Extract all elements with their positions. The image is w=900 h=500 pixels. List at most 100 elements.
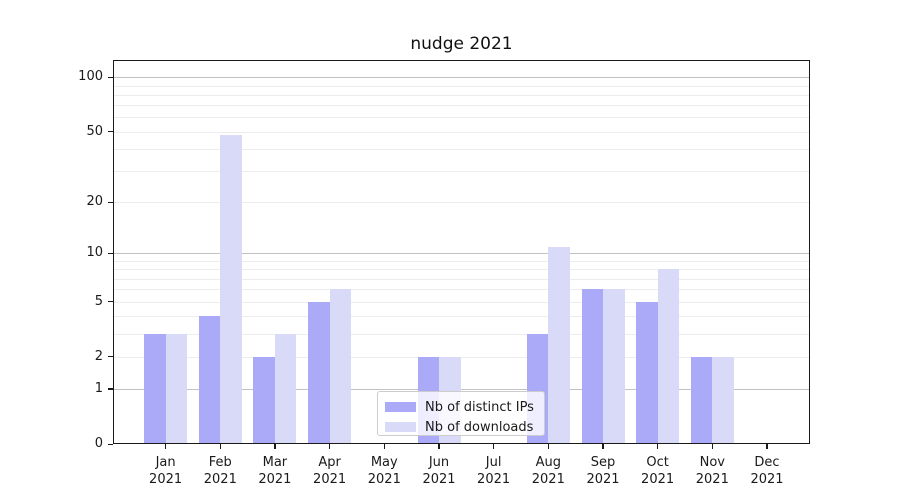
legend-swatch [385, 402, 416, 412]
x-tick-month: May [370, 455, 398, 470]
x-tick-year: 2021 [149, 471, 183, 487]
x-tick-month: Mar [262, 455, 288, 470]
y-tick-mark [108, 131, 113, 133]
x-tick-mark [493, 444, 495, 449]
x-tick-month: Sep [590, 455, 616, 470]
gridline-minor [113, 269, 810, 271]
x-tick-label: Jun 2021 [409, 455, 469, 488]
gridline-minor [113, 289, 810, 291]
x-tick-year: 2021 [531, 471, 565, 487]
x-tick-year: 2021 [641, 471, 675, 487]
legend: Nb of distinct IPs Nb of downloads [377, 391, 545, 436]
x-tick-mark [547, 444, 549, 449]
gridline-major [113, 388, 810, 390]
gridline-minor [113, 171, 810, 173]
x-tick-month: Apr [318, 455, 341, 470]
gridline-minor [113, 148, 810, 150]
bar-nb-of-downloads [329, 289, 352, 444]
y-tick-label: 20 [86, 194, 103, 209]
x-tick-mark [602, 444, 604, 449]
x-tick-year: 2021 [477, 471, 511, 487]
x-tick-label: Sep 2021 [573, 455, 633, 488]
gridline-minor [113, 356, 810, 358]
gridline-minor [113, 301, 810, 303]
gridline-minor [113, 278, 810, 280]
bar-nb-of-downloads [165, 333, 188, 444]
x-tick-mark [438, 444, 440, 449]
x-tick-mark [219, 444, 221, 449]
y-tick-label: 10 [86, 245, 103, 261]
x-tick-mark [274, 444, 276, 449]
bar-nb-of-distinct-ips [308, 301, 330, 444]
x-tick-month: Jan [155, 455, 176, 470]
x-tick-month: Nov [699, 455, 725, 470]
y-tick-mark [108, 301, 113, 303]
legend-item: Nb of distinct IPs [385, 397, 544, 417]
x-tick-label: Dec 2021 [737, 455, 797, 488]
legend-item: Nb of downloads [385, 417, 544, 437]
bar-nb-of-downloads [657, 269, 680, 444]
gridline-minor [113, 105, 810, 107]
x-tick-label: Mar 2021 [245, 455, 305, 488]
bar-nb-of-downloads [548, 246, 570, 444]
legend-label: Nb of distinct IPs [425, 399, 534, 415]
bar-nb-of-distinct-ips [253, 356, 275, 444]
x-tick-mark [329, 444, 331, 449]
x-tick-label: Feb 2021 [190, 455, 250, 488]
x-tick-label: Oct 2021 [628, 455, 688, 488]
y-tick-mark [108, 252, 113, 255]
gridline-minor [113, 131, 810, 133]
bar-nb-of-distinct-ips [690, 356, 713, 444]
chart-title: nudge 2021 [410, 34, 513, 54]
x-tick-label: Jul 2021 [464, 455, 524, 488]
gridline-minor [113, 333, 810, 335]
legend-swatch [385, 422, 416, 432]
y-tick-label: 50 [86, 123, 103, 139]
x-tick-month: Oct [646, 455, 669, 470]
bar-nb-of-distinct-ips [198, 316, 221, 444]
y-tick-mark [108, 76, 113, 78]
gridline-major [113, 77, 810, 79]
x-tick-month: Dec [754, 455, 780, 470]
x-tick-year: 2021 [313, 471, 347, 487]
bar-nb-of-distinct-ips [144, 333, 166, 444]
x-tick-month: Aug [535, 455, 561, 470]
bar-nb-of-downloads [603, 289, 625, 444]
x-tick-label: May 2021 [354, 455, 414, 488]
plot-area: 0 1 2 5 10 20 50 100 Jan 2021 Feb 2021 Mar 2021 Apr 202… [78, 60, 810, 487]
x-tick-month: Jun [428, 455, 450, 470]
y-tick-mark [108, 443, 113, 445]
gridline-major [113, 253, 810, 255]
x-tick-mark [383, 444, 385, 449]
gridline-minor [113, 94, 810, 96]
gridline-minor [113, 261, 810, 262]
gridline-minor [113, 202, 810, 203]
x-tick-label: Apr 2021 [300, 455, 360, 488]
x-tick-label: Aug 2021 [518, 455, 578, 488]
x-tick-label: Nov 2021 [682, 455, 742, 488]
x-tick-mark [165, 444, 167, 449]
y-tick-mark [108, 356, 113, 358]
legend-label: Nb of downloads [425, 419, 534, 435]
gridline-minor [113, 316, 810, 318]
x-tick-year: 2021 [750, 471, 784, 487]
x-tick-mark [657, 444, 659, 449]
y-tick-mark [108, 388, 113, 390]
gridline-minor [113, 117, 810, 119]
gridline-minor [113, 85, 810, 87]
bar-nb-of-distinct-ips [581, 289, 603, 444]
x-tick-year: 2021 [367, 471, 401, 487]
bar-nb-of-distinct-ips [636, 301, 658, 444]
x-tick-label: Jan 2021 [136, 455, 196, 488]
bar-nb-of-downloads [274, 333, 297, 444]
x-tick-year: 2021 [586, 471, 620, 487]
bar-nb-of-downloads [220, 134, 242, 444]
x-tick-year: 2021 [203, 471, 237, 487]
x-tick-mark [766, 444, 768, 449]
y-tick-label: 0 [94, 436, 103, 451]
y-tick-label: 100 [78, 69, 103, 85]
y-tick-label: 2 [94, 348, 103, 364]
x-tick-month: Feb [208, 455, 232, 470]
bar-nb-of-downloads [712, 356, 734, 444]
